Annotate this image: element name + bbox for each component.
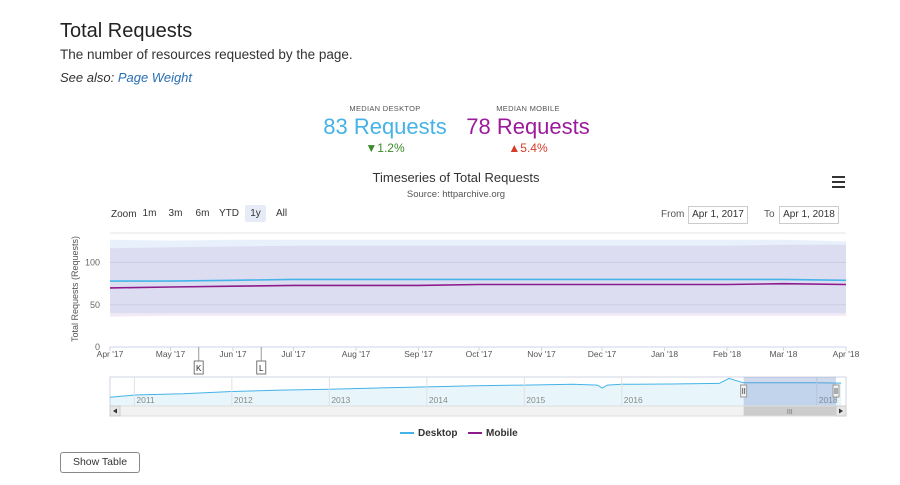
navigator-year-label: 2018 <box>819 395 838 405</box>
mobile-legend-label: Mobile <box>486 428 518 439</box>
navigator-year-label: 2012 <box>234 395 253 405</box>
y-tick-label: 0 <box>95 342 100 352</box>
navigator-year-label: 2011 <box>136 395 155 405</box>
x-tick-label: Nov '17 <box>527 349 556 359</box>
y-axis-label: Total Requests (Requests) <box>70 236 80 342</box>
zoom-all-button[interactable]: All <box>275 208 288 219</box>
x-tick-label: Jul '17 <box>281 349 306 359</box>
legend-item-mobile[interactable]: Mobile <box>468 428 518 439</box>
event-flag-label: K <box>196 364 202 373</box>
x-tick-label: May '17 <box>156 349 186 359</box>
handle-box <box>832 384 840 398</box>
scroll-right-arrow-icon <box>839 408 843 414</box>
triangle-down-icon: ▼ <box>365 141 378 155</box>
zoom-6m-button[interactable]: 6m <box>195 208 210 219</box>
x-tick-label: Apr '17 <box>97 349 124 359</box>
from-label: From <box>661 209 685 220</box>
navigator-area <box>110 378 842 406</box>
y-tick-label: 50 <box>90 300 100 310</box>
page-title: Total Requests <box>60 20 193 42</box>
median-mobile-change: ▲5.4% <box>438 141 618 155</box>
page-weight-link[interactable]: Page Weight <box>117 70 193 85</box>
navigator-year-label: 2014 <box>429 395 448 405</box>
desktop-legend-label: Desktop <box>418 428 457 439</box>
zoom-1m-button[interactable]: 1m <box>142 208 157 219</box>
desktop-series-line <box>110 278 847 282</box>
median-mobile-label: MEDIAN MOBILE <box>496 104 560 113</box>
x-tick-label: Jun '17 <box>219 349 246 359</box>
median-desktop-change: ▼1.2% <box>295 141 475 155</box>
navigator-year-label: 2013 <box>331 395 350 405</box>
x-tick-label: Aug '17 <box>342 349 371 359</box>
median-desktop-value: 83 Requests <box>323 114 447 139</box>
zoom-3m-button[interactable]: 3m <box>168 208 183 219</box>
event-flag-box <box>256 360 267 375</box>
median-desktop-metric: MEDIAN DESKTOP 83 Requests ▼1.2% <box>295 104 475 155</box>
x-tick-label: Jan '18 <box>651 349 678 359</box>
x-tick-label: Apr '18 <box>833 349 860 359</box>
median-desktop-label: MEDIAN DESKTOP <box>349 104 421 113</box>
event-flag-label: L <box>259 364 264 373</box>
to-date-input[interactable]: Apr 1, 2018 <box>779 206 839 224</box>
median-mobile-value: 78 Requests <box>466 114 590 139</box>
navigator-year-label: 2015 <box>526 395 545 405</box>
scrollbar-track[interactable] <box>109 405 847 417</box>
navigator-left-handle[interactable] <box>740 384 748 398</box>
median-mobile-metric: MEDIAN MOBILE 78 Requests ▲5.4% <box>438 104 618 155</box>
handle-box <box>740 384 748 398</box>
x-tick-label: Mar '18 <box>769 349 797 359</box>
chart-menu-icon[interactable] <box>832 176 845 191</box>
chart-subtitle: Source: httparchive.org <box>407 189 505 200</box>
mobile-percentile-band <box>110 244 846 317</box>
legend: Desktop Mobile <box>400 428 518 439</box>
scrollbar-thumb[interactable] <box>743 406 836 416</box>
x-tick-label: Oct '17 <box>466 349 493 359</box>
x-tick-label: Sep '17 <box>404 349 433 359</box>
desktop-percentile-band <box>110 239 846 314</box>
see-also-label: See also: <box>60 70 115 85</box>
navigator-selection[interactable] <box>743 377 836 406</box>
event-flag[interactable]: L <box>256 347 267 375</box>
y-tick-label: 100 <box>85 258 100 268</box>
x-tick-label: Feb '18 <box>713 349 741 359</box>
percentile-bands <box>110 239 846 317</box>
event-flag[interactable]: K <box>193 347 204 375</box>
zoom-1y-button[interactable]: 1y <box>245 205 266 222</box>
scrollbar-grip-icon: III <box>787 409 793 416</box>
zoom-ytd-button[interactable]: YTD <box>219 208 239 219</box>
page-description: The number of resources requested by the… <box>60 47 353 62</box>
series-lines <box>109 278 847 289</box>
event-flag-box <box>193 360 204 375</box>
mobile-series-line <box>109 282 847 289</box>
x-tick-labels: Apr '17 May '17 Jun '17 Jul '17 Aug '17 Sep '… <box>97 347 860 359</box>
show-table-button[interactable]: Show Table <box>60 452 140 473</box>
y-tick-labels: 0 50 100 <box>85 258 100 352</box>
chart-title: Timeseries of Total Requests <box>373 170 540 185</box>
from-date-input[interactable]: Apr 1, 2017 <box>688 206 748 224</box>
navigator-right-handle[interactable] <box>832 384 840 398</box>
navigator: 2011 2012 2013 2014 2015 2016 2018 <box>109 377 842 406</box>
median-desktop-change-value: 1.2% <box>377 141 405 155</box>
navigator-year-label: 2016 <box>624 395 643 405</box>
to-label: To <box>764 209 775 220</box>
median-mobile-change-value: 5.4% <box>520 141 548 155</box>
zoom-label: Zoom <box>111 209 137 220</box>
x-tick-label: Dec '17 <box>588 349 617 359</box>
triangle-up-icon: ▲ <box>508 141 521 155</box>
scroll-left-arrow-icon <box>113 408 117 414</box>
see-also: See also: Page Weight <box>60 70 192 85</box>
legend-item-desktop[interactable]: Desktop <box>400 428 457 439</box>
navigator-series-line <box>109 377 842 398</box>
